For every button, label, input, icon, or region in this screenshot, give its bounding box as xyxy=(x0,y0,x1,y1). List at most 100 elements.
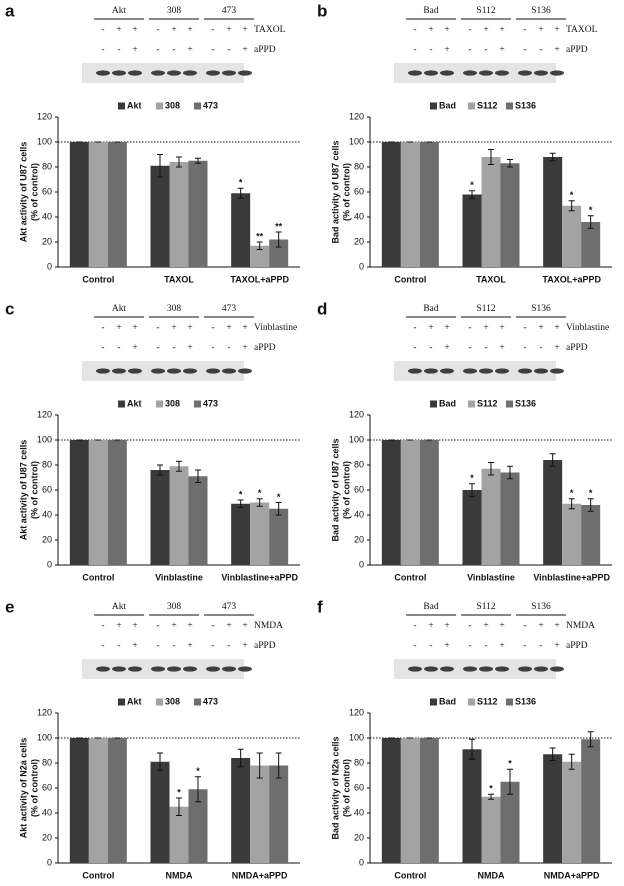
blot-sign: + xyxy=(444,323,449,333)
blot-sign: + xyxy=(242,621,247,631)
blot-sign: + xyxy=(187,343,192,353)
x-tick-label: Vinblastine+aPPD xyxy=(533,572,610,582)
blot-group-label: Bad xyxy=(423,6,439,16)
y-tick-label: 20 xyxy=(42,236,52,246)
bar xyxy=(400,142,420,267)
x-tick-label: NMDA+aPPD xyxy=(232,870,288,880)
blot-sign: - xyxy=(413,641,416,651)
error-bar xyxy=(507,768,513,795)
blot-group-label: Akt xyxy=(112,602,127,612)
blot-band xyxy=(238,70,252,76)
blot-row-label: Vinblastine xyxy=(254,323,297,333)
y-tick-label: 40 xyxy=(354,509,364,519)
bar xyxy=(107,738,127,863)
blot-band xyxy=(440,70,454,76)
blot-sign: + xyxy=(171,323,176,333)
blot-group-label: 473 xyxy=(222,304,237,314)
y-tick-label: 20 xyxy=(42,832,52,842)
y-tick-label: 120 xyxy=(37,409,52,419)
legend-label: 308 xyxy=(165,398,180,408)
blot-band xyxy=(222,666,236,672)
legend-swatch xyxy=(118,698,125,706)
blot-sign: - xyxy=(468,323,471,333)
bar xyxy=(500,781,520,863)
blot-band xyxy=(96,70,110,76)
significance-mark: ** xyxy=(275,221,283,231)
bar xyxy=(150,470,170,565)
significance-mark: * xyxy=(196,766,200,776)
blot-sign: - xyxy=(468,641,471,651)
y-tick-label: 0 xyxy=(359,559,364,569)
error-bar xyxy=(176,797,182,816)
blot-sign: + xyxy=(444,343,449,353)
blot-sign: - xyxy=(156,323,159,333)
blot-band xyxy=(167,666,181,672)
blot-sign: - xyxy=(468,343,471,353)
blot-sign: - xyxy=(117,45,120,55)
x-tick-label: TAXOL+aPPD xyxy=(542,274,601,284)
bar xyxy=(107,142,127,267)
y-tick-label: 40 xyxy=(42,509,52,519)
panel-label: a xyxy=(5,1,15,20)
error-bar xyxy=(275,502,282,516)
bar xyxy=(88,738,108,863)
blot-sign: + xyxy=(538,25,543,35)
blot-band xyxy=(408,368,422,374)
x-tick-label: TAXOL+aPPD xyxy=(230,274,289,284)
blot-sign: + xyxy=(242,343,247,353)
legend-swatch xyxy=(506,698,513,706)
legend-swatch xyxy=(430,400,437,408)
blot-row-label: TAXOL xyxy=(254,25,286,35)
blot-band xyxy=(440,368,454,374)
blot-group-label: 308 xyxy=(167,602,182,612)
blot-sign: - xyxy=(484,45,487,55)
y-tick-label: 120 xyxy=(349,707,364,717)
blot-sign: + xyxy=(554,621,559,631)
bar xyxy=(150,165,170,267)
blot-band xyxy=(534,70,548,76)
blot-band xyxy=(534,666,548,672)
bar xyxy=(381,142,401,267)
significance-mark: * xyxy=(470,473,474,483)
x-tick-label: Control xyxy=(82,572,114,582)
legend-label: Akt xyxy=(127,398,142,408)
y-tick-label: 60 xyxy=(354,186,364,196)
error-bar xyxy=(568,753,575,770)
blot-sign: - xyxy=(484,343,487,353)
x-tick-label: NMDA xyxy=(478,870,505,880)
legend-label: S136 xyxy=(515,100,536,110)
blot-group-label: S112 xyxy=(476,304,495,314)
panel-label: b xyxy=(317,1,327,20)
bar xyxy=(250,765,270,863)
y-axis-label: (% of control) xyxy=(29,759,39,817)
x-tick-label: Vinblastine+aPPD xyxy=(221,572,298,582)
legend-label: 473 xyxy=(203,398,218,408)
blot-sign: - xyxy=(211,641,214,651)
bar xyxy=(419,142,439,267)
blot-group-label: S112 xyxy=(476,6,495,16)
blot-band xyxy=(479,70,493,76)
legend-swatch xyxy=(118,400,125,408)
error-bar xyxy=(488,149,494,165)
blot-sign: - xyxy=(227,45,230,55)
bar xyxy=(169,466,189,565)
legend-swatch xyxy=(506,400,513,408)
legend-swatch xyxy=(118,102,125,110)
bar xyxy=(419,440,439,565)
blot-band xyxy=(463,70,477,76)
panel-label: f xyxy=(317,597,323,616)
blot-sign: - xyxy=(468,25,471,35)
y-axis-label: Bad activity of U87 cells xyxy=(330,140,340,243)
y-tick-label: 20 xyxy=(354,832,364,842)
bar xyxy=(400,738,420,863)
blot-group-label: S136 xyxy=(531,6,551,16)
blot-sign: + xyxy=(226,323,231,333)
y-tick-label: 100 xyxy=(349,732,364,742)
error-bar xyxy=(507,159,513,168)
blot-sign: + xyxy=(499,641,504,651)
y-tick-label: 20 xyxy=(42,534,52,544)
error-bar xyxy=(275,231,282,248)
bar xyxy=(69,440,89,565)
bar xyxy=(107,440,127,565)
blot-band xyxy=(128,70,142,76)
